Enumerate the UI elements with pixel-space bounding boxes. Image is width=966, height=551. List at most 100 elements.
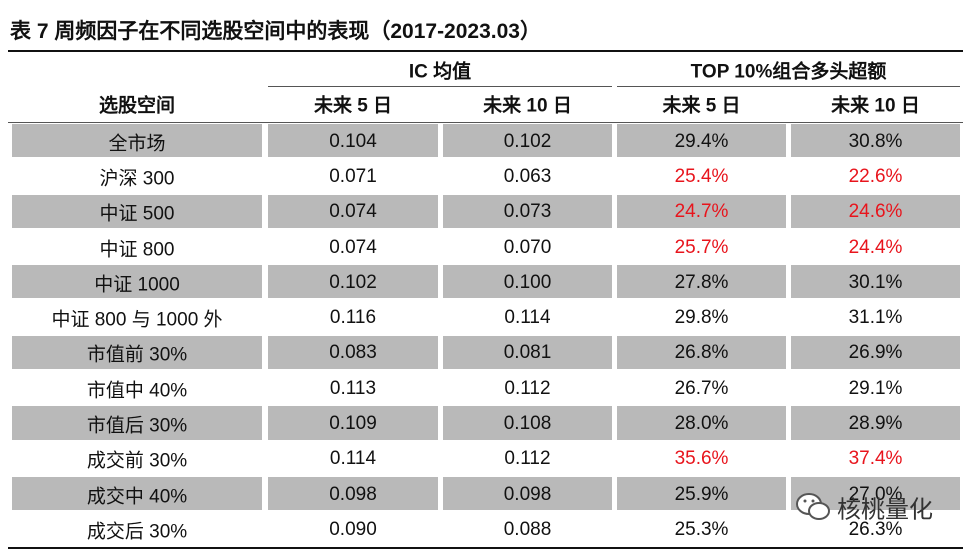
row-stripe <box>791 194 960 228</box>
cell-value: 0.083 <box>329 342 377 364</box>
row-stripe <box>268 335 438 370</box>
row-label: 中证 800 与 1000 外 <box>51 309 223 331</box>
row-stripe <box>12 477 262 511</box>
row-stripe <box>617 477 786 511</box>
cell-value: 0.088 <box>503 518 552 540</box>
cell-value: 0.109 <box>329 413 377 435</box>
top-rule <box>8 50 963 52</box>
row-stripe <box>791 335 960 370</box>
row-stripe <box>268 265 438 299</box>
row-label: 中证 500 <box>99 203 175 225</box>
row-stripe <box>268 194 438 228</box>
cell-value: 27.8% <box>674 271 729 293</box>
cell-value: 26.8% <box>674 342 729 364</box>
cell-value: 24.7% <box>674 201 729 223</box>
cell-value: 0.104 <box>329 130 377 152</box>
cell-value: 0.112 <box>504 377 551 399</box>
row-stripe <box>617 265 786 299</box>
row-stripe <box>12 124 262 158</box>
cell-value: 37.4% <box>848 448 903 470</box>
cell-value: 0.114 <box>504 307 551 329</box>
row-label: 市值后 30% <box>86 415 188 437</box>
cell-value: 0.071 <box>329 165 377 187</box>
row-label: 中证 800 <box>99 239 175 261</box>
cell-value: 26.3% <box>848 518 903 540</box>
row-stripe <box>791 124 960 158</box>
row-stripe <box>12 265 262 299</box>
cell-value: 22.6% <box>848 165 903 187</box>
row-stripe <box>268 406 438 440</box>
cell-value: 30.8% <box>848 130 903 152</box>
column-header: 未来 10 日 <box>831 95 920 117</box>
cell-value: 28.9% <box>848 413 903 435</box>
cell-value: 0.113 <box>329 377 377 399</box>
cell-value: 0.074 <box>329 236 377 258</box>
cell-value: 24.4% <box>848 236 903 258</box>
row-label: 成交前 30% <box>86 450 188 472</box>
cell-value: 0.108 <box>503 413 552 435</box>
cell-value: 35.6% <box>674 448 729 470</box>
cell-value: 29.4% <box>674 130 729 152</box>
cell-value: 30.1% <box>848 271 903 293</box>
row-stripe <box>268 124 438 158</box>
cell-value: 0.081 <box>503 342 552 364</box>
cell-value: 0.090 <box>329 518 377 540</box>
cell-value: 29.8% <box>674 307 729 329</box>
cell-value: 25.3% <box>674 518 729 540</box>
row-stripe <box>791 265 960 299</box>
cell-value: 28.0% <box>674 413 729 435</box>
column-header: 选股空间 <box>98 95 176 117</box>
row-label: 中证 1000 <box>94 274 180 296</box>
row-stripe <box>443 335 612 370</box>
cell-value: 27.0% <box>848 483 903 505</box>
bottom-rule <box>8 547 963 549</box>
cell-value: 0.100 <box>503 271 552 293</box>
cell-value: 0.102 <box>329 271 377 293</box>
row-stripe <box>12 194 262 228</box>
cell-value: 0.073 <box>503 201 552 223</box>
cell-value: 0.114 <box>329 448 377 470</box>
table-title: 表 7 周频因子在不同选股空间中的表现（2017-2023.03） <box>10 20 541 43</box>
row-stripe <box>268 477 438 511</box>
row-stripe <box>617 406 786 440</box>
header-rule <box>8 122 963 123</box>
cell-value: 24.6% <box>848 201 903 223</box>
row-stripe <box>443 194 612 228</box>
cell-value: 25.9% <box>674 483 729 505</box>
row-label: 成交中 40% <box>86 486 188 508</box>
group-rule <box>268 86 612 87</box>
row-stripe <box>617 124 786 158</box>
cell-value: 0.070 <box>503 236 552 258</box>
cell-value: 25.7% <box>674 236 729 258</box>
cell-value: 0.098 <box>503 483 552 505</box>
group-header: TOP 10%组合多头超额 <box>690 61 887 83</box>
watermark: 核桃量化 <box>837 496 933 524</box>
cell-value: 0.102 <box>503 130 552 152</box>
cell-value: 0.112 <box>504 448 551 470</box>
row-label: 沪深 300 <box>99 168 175 190</box>
row-stripe <box>443 406 612 440</box>
row-stripe <box>791 406 960 440</box>
cell-value: 0.063 <box>503 165 552 187</box>
group-rule <box>617 86 960 87</box>
column-header: 未来 10 日 <box>483 95 572 117</box>
cell-value: 29.1% <box>848 377 903 399</box>
row-stripe <box>443 477 612 511</box>
row-label: 市值前 30% <box>86 344 188 366</box>
row-stripe <box>443 265 612 299</box>
row-stripe <box>617 194 786 228</box>
cell-value: 26.7% <box>674 377 729 399</box>
cell-value: 26.9% <box>848 342 903 364</box>
row-stripe <box>617 335 786 370</box>
row-label: 全市场 <box>108 133 166 155</box>
column-header: 未来 5 日 <box>313 95 393 117</box>
cell-value: 31.1% <box>848 307 903 329</box>
row-label: 成交后 30% <box>86 521 188 543</box>
group-header: IC 均值 <box>408 61 472 83</box>
row-stripe <box>12 406 262 440</box>
row-stripe <box>12 335 262 370</box>
column-header: 未来 5 日 <box>662 95 741 117</box>
row-stripe <box>443 124 612 158</box>
cell-value: 0.098 <box>329 483 377 505</box>
